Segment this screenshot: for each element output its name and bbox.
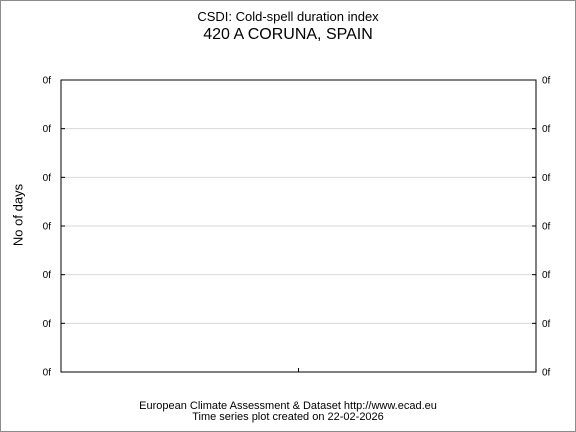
grid-lines xyxy=(61,128,536,324)
y-tick-label-right: 0f xyxy=(542,319,551,330)
y-tick-label-left: 0f xyxy=(43,319,52,330)
chart-subtitle: 420 A CORUNA, SPAIN xyxy=(203,26,373,43)
y-tick-label-right: 0f xyxy=(542,368,551,379)
chart-title: CSDI: Cold-spell duration index xyxy=(197,9,379,24)
footer-created: Time series plot created on 22-02-2026 xyxy=(192,411,384,423)
y-tick-label-left: 0f xyxy=(43,173,52,184)
y-tick-label-right: 0f xyxy=(542,76,551,87)
y-tick-label-left: 0f xyxy=(43,124,52,135)
y-tick-label-right: 0f xyxy=(542,173,551,184)
y-tick-label-right: 0f xyxy=(542,222,551,233)
left-y-tick-labels: 0f 0f 0f 0f 0f 0f 0f xyxy=(43,76,52,379)
footer-source: European Climate Assessment & Dataset ht… xyxy=(139,400,437,412)
y-tick-label-right: 0f xyxy=(542,124,551,135)
y-tick-label-left: 0f xyxy=(43,270,52,281)
y-tick-label-left: 0f xyxy=(43,222,52,233)
y-tick-label-right: 0f xyxy=(542,270,551,281)
y-tick-label-left: 0f xyxy=(43,368,52,379)
right-y-tick-labels: 0f 0f 0f 0f 0f 0f 0f xyxy=(542,76,551,379)
axis-ticks xyxy=(61,79,536,373)
y-tick-label-left: 0f xyxy=(43,76,52,87)
